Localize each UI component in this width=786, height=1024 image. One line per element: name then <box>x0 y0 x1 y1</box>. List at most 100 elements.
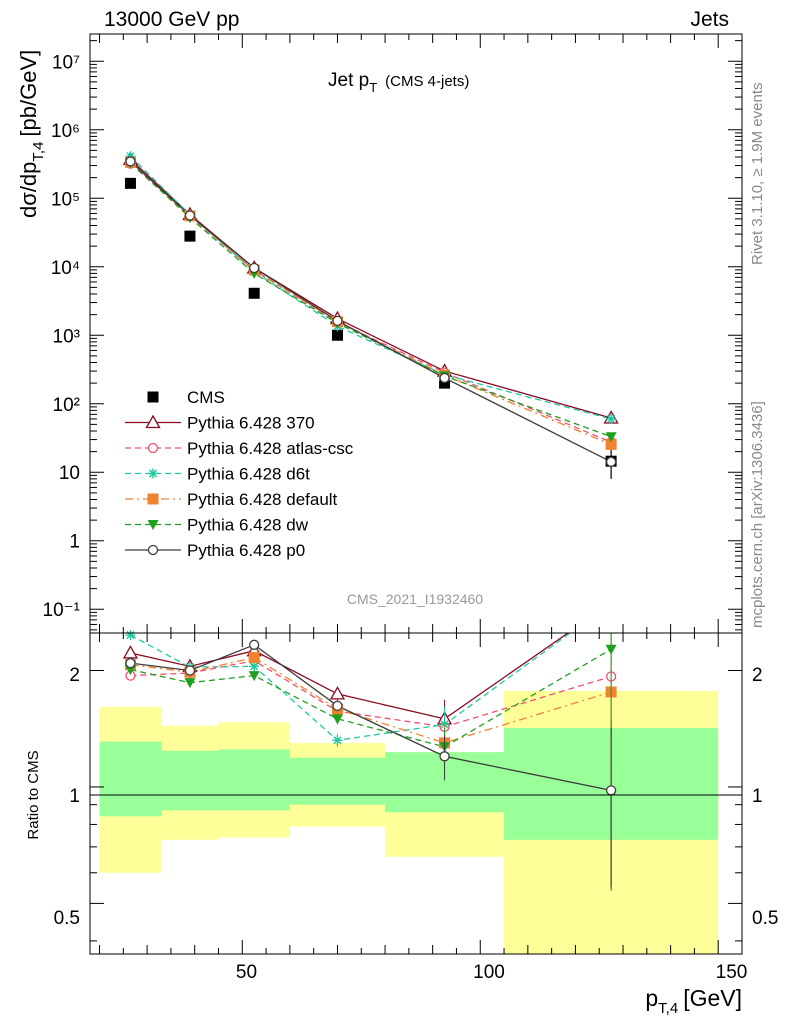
ratio-point-pythia-6-428-p0 <box>125 657 136 669</box>
x-axis-label-unit: [GeV] <box>683 985 742 1011</box>
x-axis-label: pT,4 [GeV] <box>645 985 742 1017</box>
ratio-point-pythia-6-428-p0 <box>439 751 450 762</box>
point-pythia-6-428-p0 <box>184 210 196 221</box>
point-pythia-6-428-p0 <box>332 315 343 327</box>
plot-title-note: (CMS 4-jets) <box>385 73 469 90</box>
point-pythia-6-428-p0 <box>605 456 617 467</box>
main-y-label-unit: [pb/GeV] <box>16 50 41 137</box>
header-left: 13000 GeV pp <box>104 8 239 31</box>
ratio-point-pythia-6-428-p0 <box>249 639 260 650</box>
point-cms <box>124 177 136 189</box>
ratio-line-pythia-6-428-dw <box>130 648 612 748</box>
legend-marker-pythia-6-428-d6t <box>148 468 158 479</box>
ratio-series-lines <box>130 633 612 791</box>
point-cms <box>331 329 343 341</box>
ratio-point-pythia-6-428-d6t <box>332 735 343 746</box>
ratio-y-ticks <box>90 669 742 942</box>
ratio-ytick-right-0.5: 0.5 <box>752 908 778 929</box>
ratio-inner-band <box>99 741 162 817</box>
xtick-label-100: 100 <box>473 962 505 983</box>
ratio-point-pythia-6-428-default <box>248 652 260 664</box>
main-series-lines <box>129 155 612 463</box>
ratio-point-pythia-6-428-d6t <box>439 719 450 730</box>
legend-marker-cms <box>147 391 159 403</box>
ratio-plot-frame <box>89 632 743 955</box>
line-pythia-6-428-d6t <box>129 155 612 420</box>
ratio-point-pythia-6-428-dw <box>124 665 136 676</box>
point-pythia-6-428-p0 <box>125 156 136 167</box>
legend-label-pythia-6-428-370: Pythia 6.428 370 <box>187 414 315 433</box>
ratio-ytick-right-1: 1 <box>752 786 763 807</box>
point-cms <box>184 230 196 242</box>
main-ytick-label: 10⁴ <box>51 258 80 279</box>
legend-marker-pythia-6-428-p0 <box>147 544 159 556</box>
point-cms <box>439 377 451 389</box>
ratio-inner-band <box>218 749 290 811</box>
ratio-line-pythia-6-428-370 <box>130 633 570 720</box>
ratio-x-ticks <box>99 633 719 954</box>
x-axis-label-main: p <box>645 985 658 1011</box>
ratio-line-pythia-6-428-atlas-csc <box>130 660 612 728</box>
ratio-line-pythia-6-428-default <box>130 656 612 744</box>
main-ytick-label: 10⁻¹ <box>43 600 81 621</box>
legend-marker-pythia-6-428-dw <box>147 520 159 530</box>
legend-label-pythia-6-428-atlas-csc: Pythia 6.428 atlas-csc <box>187 439 354 458</box>
ratio-point-pythia-6-428-p0 <box>605 785 617 796</box>
point-pythia-6-428-default <box>605 438 617 450</box>
rivet-label: Rivet 3.1.10, ≥ 1.9M events <box>749 83 766 266</box>
mcplots-label: mcplots.cern.ch [arXiv:1306.3436] <box>749 401 766 628</box>
ratio-line-pythia-6-428-p0 <box>130 644 612 791</box>
line-pythia-6-428-atlas-csc <box>130 163 612 443</box>
point-pythia-6-428-p0 <box>249 262 260 274</box>
ratio-point-pythia-6-428-dw <box>331 714 343 725</box>
analysis-watermark: CMS_2021_I1932460 <box>347 591 483 607</box>
main-y-label: dσ/dpT,4 [pb/GeV] <box>16 50 47 218</box>
ratio-point-pythia-6-428-dw <box>248 671 260 682</box>
plot-title-sub: T <box>369 80 377 95</box>
legend-label-pythia-6-428-d6t: Pythia 6.428 d6t <box>187 465 310 484</box>
legend-label-pythia-6-428-dw: Pythia 6.428 dw <box>187 516 309 535</box>
point-pythia-6-428-p0 <box>439 372 450 384</box>
header-right: Jets <box>690 8 729 31</box>
main-ytick-label: 10 <box>59 463 80 484</box>
main-ytick-label: 10⁷ <box>52 52 80 73</box>
main-ytick-label: 10² <box>53 395 80 416</box>
main-series-markers <box>122 151 619 479</box>
ratio-point-pythia-6-428-d6t <box>125 630 136 641</box>
main-ytick-label: 10⁵ <box>51 189 80 210</box>
main-y-label-sub: T,4 <box>30 142 47 162</box>
ratio-point-pythia-6-428-p0 <box>184 665 196 676</box>
legend-marker-pythia-6-428-atlas-csc <box>147 442 159 454</box>
point-pythia-6-428-d6t <box>606 413 617 424</box>
line-pythia-6-428-dw <box>130 162 612 438</box>
x-axis-label-sub: T,4 <box>658 1000 678 1017</box>
main-y-label-main: dσ/dp <box>16 162 41 218</box>
main-ytick-label: 10³ <box>53 326 80 347</box>
legend-label-cms: CMS <box>187 388 225 407</box>
ratio-point-pythia-6-428-dw <box>605 644 617 655</box>
plot-title: Jet pT (CMS 4-jets) <box>328 70 469 95</box>
legend-marker-pythia-6-428-370 <box>145 414 161 429</box>
ratio-ytick-right-2: 2 <box>752 665 763 686</box>
point-cms <box>248 287 260 299</box>
line-pythia-6-428-370 <box>130 158 612 419</box>
ratio-point-pythia-6-428-d6t <box>249 661 260 672</box>
ratio-point-pythia-6-428-370 <box>329 686 346 700</box>
main-y-ticks: 10⁻¹ 1 10 10² 10³ 10⁴ 10⁵ 10⁶ 10⁷ <box>43 40 742 631</box>
ratio-inner-band <box>161 750 219 811</box>
plot-title-main: Jet p <box>328 70 369 91</box>
ratio-ytick-left-1: 1 <box>69 786 80 807</box>
ratio-uncertainty-bands <box>99 691 719 954</box>
line-pythia-6-428-p0 <box>130 160 612 463</box>
point-pythia-6-428-dw <box>605 432 617 443</box>
main-x-ticks <box>99 34 719 633</box>
ratio-inner-band <box>289 757 386 805</box>
ratio-ytick-left-2: 2 <box>69 665 80 686</box>
main-ytick-label: 1 <box>69 532 80 553</box>
legend: CMS Pythia 6.428 370 Pythia 6.428 atlas-cs… <box>125 388 354 560</box>
main-ytick-label: 10⁶ <box>51 121 80 142</box>
ratio-point-pythia-6-428-dw <box>184 678 196 689</box>
ratio-series-markers <box>122 630 617 891</box>
ratio-line-pythia-6-428-d6t <box>130 633 572 741</box>
